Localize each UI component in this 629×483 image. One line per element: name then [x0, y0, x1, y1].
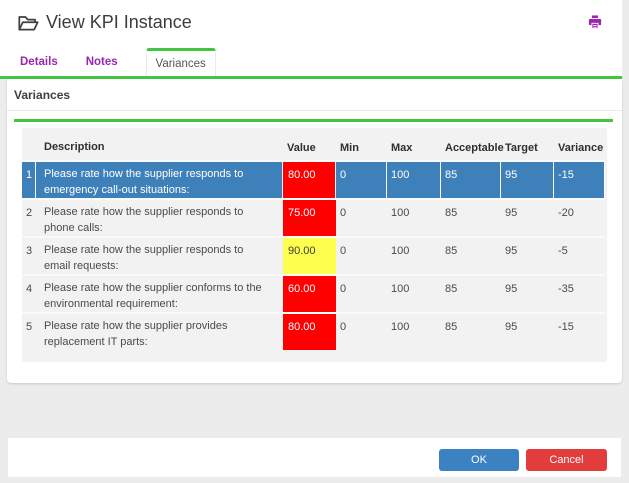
footer-bar: OK Cancel: [8, 438, 621, 477]
col-header-description: Description: [44, 141, 105, 153]
row-variance: -15: [554, 162, 605, 198]
row-target: 95: [505, 283, 518, 295]
row-value: 80.00: [283, 162, 336, 198]
row-acceptable: 85: [441, 162, 501, 198]
row-value: 90.00: [283, 238, 336, 274]
ok-button[interactable]: OK: [439, 449, 519, 471]
row-value: 60.00: [283, 276, 336, 312]
table-row[interactable]: 4 Please rate how the supplier conforms t…: [22, 274, 605, 312]
page-title: View KPI Instance: [46, 12, 192, 32]
row-number: 4: [26, 283, 33, 295]
row-number: 2: [26, 207, 33, 219]
row-variance: -20: [558, 207, 574, 219]
row-acceptable: 85: [445, 207, 458, 219]
col-header-max: Max: [391, 141, 413, 154]
row-description: Please rate how the supplier conforms to…: [44, 282, 262, 310]
table-row[interactable]: 2 Please rate how the supplier responds t…: [22, 198, 605, 236]
table-row[interactable]: 3 Please rate how the supplier responds t…: [22, 236, 605, 274]
row-number: 1: [22, 162, 36, 198]
row-min: 0: [340, 207, 347, 219]
window-header: View KPI Instance Details Notes Variance…: [0, 0, 622, 79]
variances-table-body: 1 Please rate how the supplier responds t…: [22, 160, 605, 350]
tab-variances[interactable]: Variances: [145, 48, 216, 76]
row-target: 95: [505, 321, 518, 333]
row-min: 0: [336, 162, 387, 198]
row-variance: -35: [558, 283, 574, 295]
row-description: Please rate how the supplier responds to…: [44, 244, 244, 272]
row-variance: -15: [558, 321, 574, 333]
row-target: 95: [501, 162, 554, 198]
section-title: Variances: [14, 88, 71, 102]
tab-details[interactable]: Details: [6, 48, 72, 76]
section-divider: [7, 110, 622, 111]
table-row[interactable]: 1 Please rate how the supplier responds t…: [22, 160, 605, 198]
row-min: 0: [340, 245, 347, 257]
titlebar: View KPI Instance: [0, 0, 622, 48]
row-max: 100: [387, 162, 441, 198]
row-variance: -5: [558, 245, 568, 257]
variances-table: Description Value Min Max Acceptable Tar…: [22, 128, 607, 362]
tab-notes[interactable]: Notes: [72, 48, 132, 76]
col-header-acceptable: Acceptable: [445, 141, 504, 154]
row-number: 3: [26, 245, 33, 257]
row-min: 0: [340, 321, 347, 333]
row-min: 0: [340, 283, 347, 295]
row-acceptable: 85: [445, 321, 458, 333]
printer-icon[interactable]: [587, 15, 603, 31]
variances-panel: Variances Description Value Min Max Acce…: [7, 79, 622, 383]
col-header-number: [22, 143, 36, 148]
row-number: 5: [26, 321, 33, 333]
cancel-button[interactable]: Cancel: [526, 449, 607, 471]
table-row[interactable]: 5 Please rate how the supplier provides r…: [22, 312, 605, 350]
col-header-min: Min: [340, 141, 359, 154]
row-max: 100: [391, 245, 410, 257]
row-value: 75.00: [283, 200, 336, 236]
col-header-target: Target: [505, 141, 538, 154]
green-rule: [14, 119, 613, 122]
folder-open-icon: [18, 15, 39, 37]
row-max: 100: [391, 321, 410, 333]
row-acceptable: 85: [445, 283, 458, 295]
row-value: 80.00: [283, 314, 336, 350]
row-description: Please rate how the supplier responds to…: [36, 162, 283, 198]
row-target: 95: [505, 245, 518, 257]
row-max: 100: [391, 283, 410, 295]
col-header-value: Value: [287, 141, 316, 154]
col-header-variance: Variance: [558, 141, 604, 154]
row-description: Please rate how the supplier responds to…: [44, 206, 244, 234]
tab-bar: Details Notes Variances: [0, 48, 622, 76]
row-target: 95: [505, 207, 518, 219]
table-header-row: Description Value Min Max Acceptable Tar…: [22, 130, 605, 160]
row-description: Please rate how the supplier provides re…: [44, 320, 228, 348]
row-max: 100: [391, 207, 410, 219]
row-acceptable: 85: [445, 245, 458, 257]
